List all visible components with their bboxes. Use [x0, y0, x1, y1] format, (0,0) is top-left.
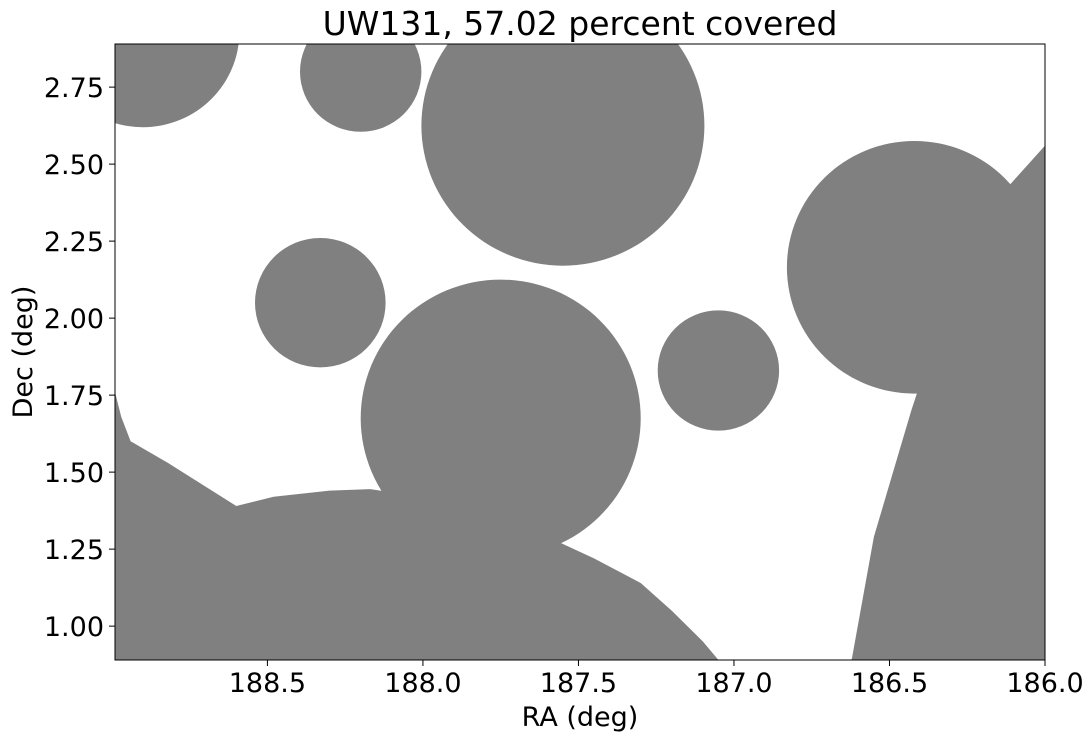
chart-title: UW131, 57.02 percent covered [323, 4, 838, 43]
x-tick-label: 186.0 [1006, 668, 1083, 699]
y-axis-label: Dec (deg) [8, 286, 39, 419]
coverage-circle-7 [786, 140, 1042, 394]
y-tick-label: 2.25 [44, 227, 104, 258]
coverage-circle-5 [360, 279, 641, 557]
coverage-circle-4 [254, 238, 386, 368]
x-tick-label: 187.5 [540, 668, 617, 699]
coverage-circle-1 [115, 44, 239, 128]
coverage-shapes [115, 44, 1045, 660]
coverage-circle-3 [421, 44, 705, 266]
y-tick-label: 2.75 [44, 73, 104, 104]
coverage-circle-6 [657, 310, 780, 431]
y-axis-ticks: 1.00 1.25 1.50 1.75 2.00 2.25 2.50 2.75 [44, 73, 115, 643]
y-tick-label: 1.75 [44, 381, 104, 412]
y-tick-label: 1.00 [44, 612, 104, 643]
x-axis-label: RA (deg) [522, 702, 639, 733]
x-tick-label: 186.5 [851, 668, 928, 699]
x-tick-label: 187.0 [695, 668, 772, 699]
y-tick-label: 1.25 [44, 535, 104, 566]
x-tick-label: 188.5 [229, 668, 306, 699]
y-tick-label: 1.50 [44, 458, 104, 489]
coverage-circle-2 [300, 44, 422, 132]
y-tick-label: 2.50 [44, 150, 104, 181]
plot-frame [114, 43, 1046, 661]
y-tick-label: 2.00 [44, 304, 104, 335]
x-axis-ticks: 188.5 188.0 187.5 187.0 186.5 186.0 [229, 660, 1084, 699]
plot-area: 188.5 188.0 187.5 187.0 186.5 186.0 1.001.251… [44, 43, 1084, 699]
x-tick-label: 188.0 [384, 668, 461, 699]
